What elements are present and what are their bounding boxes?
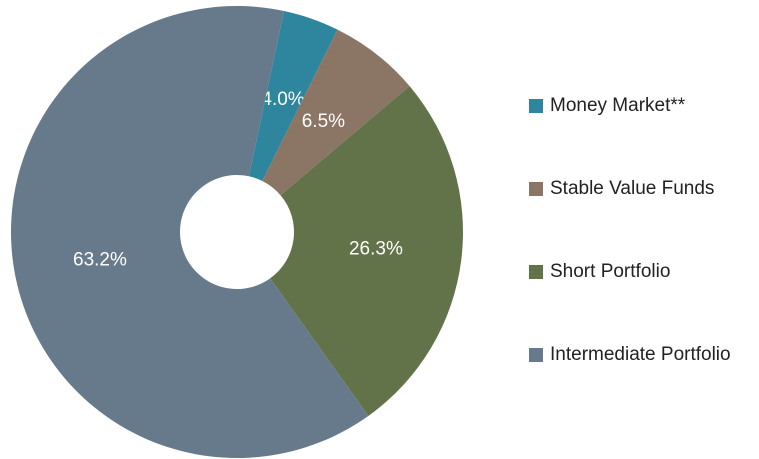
legend-label: Stable Value Funds — [550, 178, 714, 199]
legend-label: Intermediate Portfolio — [550, 344, 731, 365]
legend-swatch — [529, 99, 543, 113]
legend-swatch — [529, 182, 543, 196]
slice — [10, 6, 369, 458]
value-label: 63.2% — [73, 250, 127, 271]
value-label: 4.0% — [261, 89, 304, 110]
legend-swatch — [529, 348, 543, 362]
legend-label: Money Market** — [550, 95, 686, 116]
value-label: 6.5% — [302, 111, 345, 132]
value-label: 26.3% — [349, 238, 403, 259]
legend-label: Short Portfolio — [550, 261, 670, 282]
slice — [262, 29, 410, 196]
slice — [248, 10, 338, 181]
legend-swatch — [529, 265, 543, 279]
slice — [270, 86, 463, 416]
